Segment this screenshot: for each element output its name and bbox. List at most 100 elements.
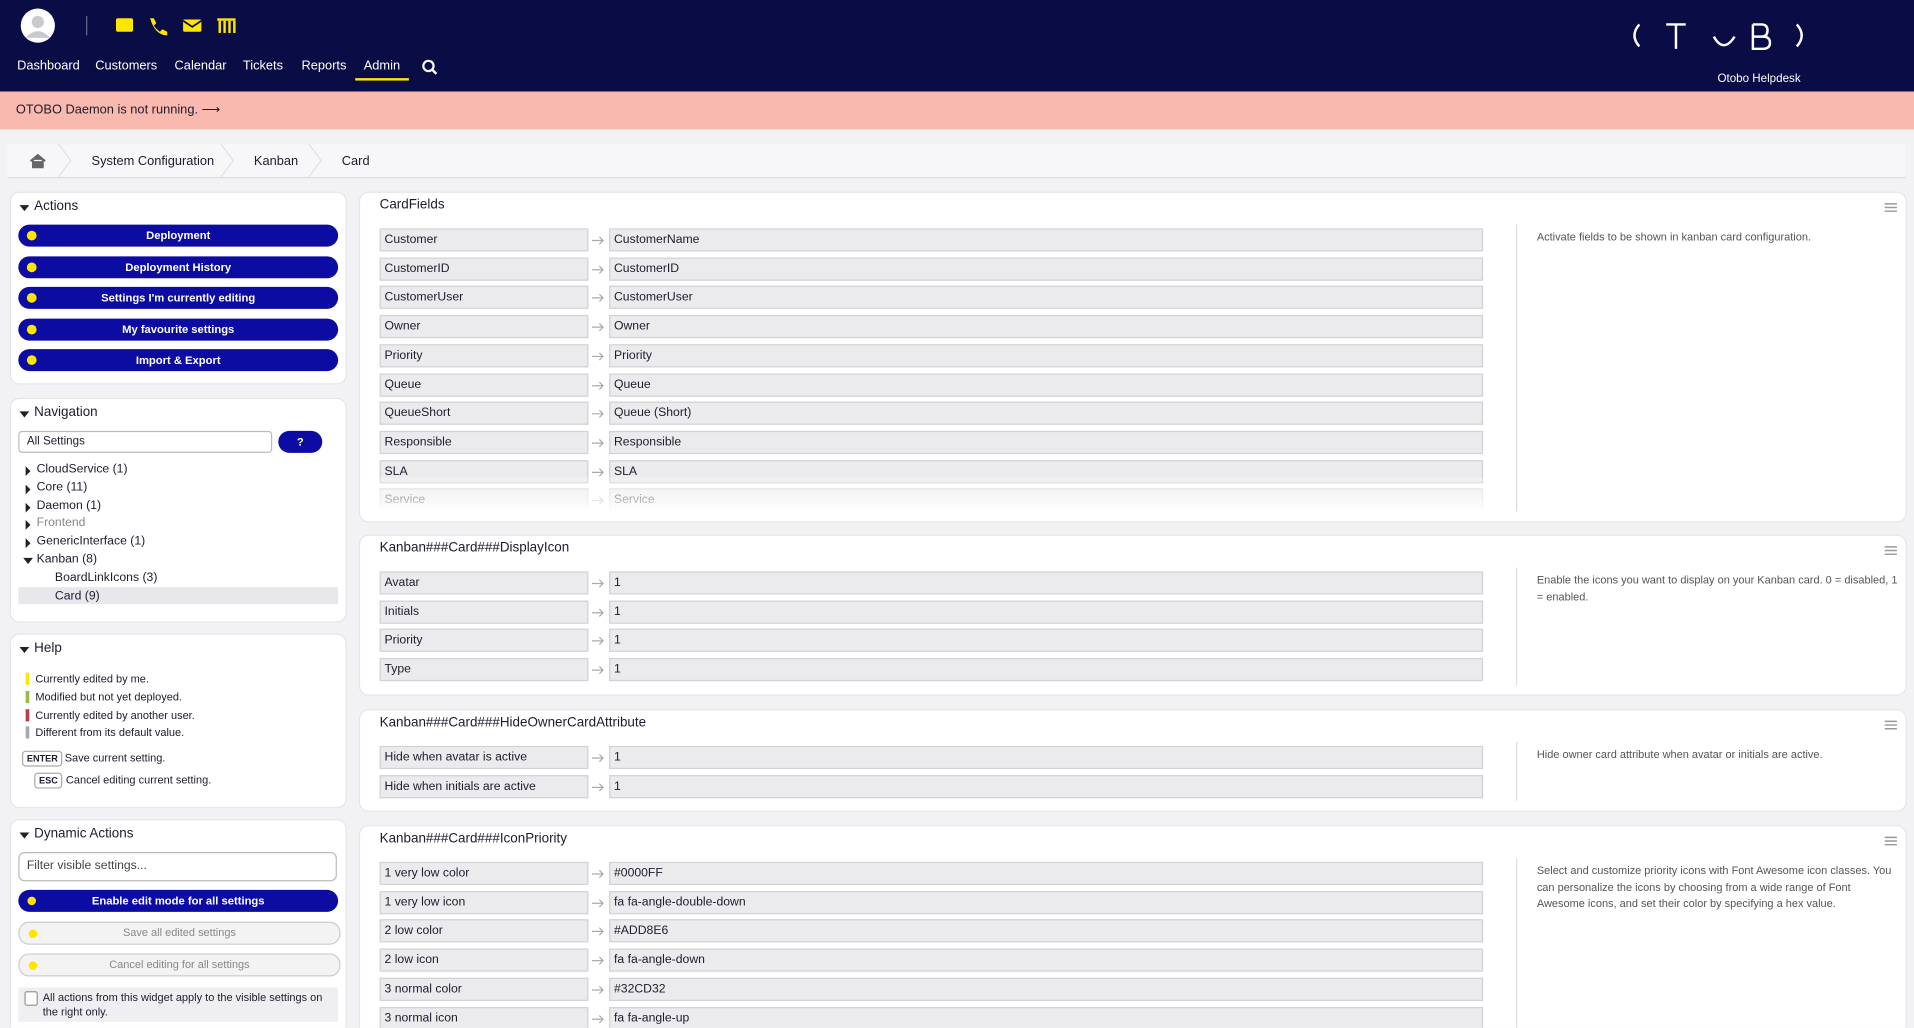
setting-value[interactable]: Queue [609,372,1484,397]
setting-key[interactable]: Customer [379,228,589,252]
setting-value[interactable]: 1 [609,600,1484,624]
tree-item[interactable]: GenericInterface (1) [36,534,146,549]
setting-value[interactable]: Owner [609,315,1484,339]
tree-item[interactable]: Card (9) [54,589,100,603]
setting-key[interactable]: QueueShort [379,401,589,426]
setting-key[interactable]: 1 very low color [379,861,589,885]
setting-title[interactable]: CardFields [379,197,445,213]
setting-key[interactable]: 3 normal color [379,977,589,1001]
key-cap: ENTER [21,750,63,767]
separator [1516,858,1518,1028]
legend-text: Modified but not yet deployed. [35,690,182,703]
action-button[interactable]: Deployment [18,224,339,247]
widget-title[interactable]: Dynamic Actions [34,826,134,842]
setting-box: Kanban###Card###IconPriority 1 very low c… [358,825,1907,1028]
setting-value[interactable]: Queue (Short) [609,401,1484,426]
setting-title[interactable]: Kanban###Card###DisplayIcon [379,540,570,556]
setting-key[interactable]: Hide when initials are active [379,774,589,798]
setting-title[interactable]: Kanban###Card###HideOwnerCardAttribute [379,715,647,730]
tree-item[interactable]: Frontend [36,516,86,531]
tree-item[interactable]: CloudService (1) [36,462,128,477]
setting-value[interactable]: CustomerName [609,228,1484,252]
nav-item[interactable]: Reports [301,58,347,74]
action-button[interactable]: My favourite settings [18,317,339,340]
tree-selection [18,586,339,604]
setting-key[interactable]: 2 low icon [379,948,589,972]
setting-key[interactable]: Type [379,658,589,682]
setting-value[interactable]: fa fa-angle-up [609,1006,1484,1028]
arrow [592,409,604,419]
setting-rows: Customer CustomerName CustomerID CustomerID… [360,228,1508,510]
setting-key[interactable]: 2 low color [379,919,589,943]
widget-title[interactable]: Navigation [34,405,98,420]
setting-value[interactable]: Priority [609,343,1484,368]
setting-key[interactable]: Queue [379,372,589,397]
bulk-button[interactable]: Enable edit mode for all settings [18,889,339,912]
action-button[interactable]: Settings I'm currently editing [18,286,339,309]
legend-swatch [25,690,30,703]
arrow [592,294,604,303]
setting-value[interactable]: CustomerID [609,257,1484,281]
avatar[interactable] [18,7,57,44]
setting-value[interactable]: #0000FF [609,861,1484,885]
arrow [592,381,604,390]
setting-key[interactable]: Priority [379,629,589,653]
setting-key[interactable]: CustomerID [379,257,589,281]
setting-key[interactable]: Responsible [379,430,589,454]
separator [1516,742,1518,801]
tree-item[interactable]: Core (11) [36,480,88,495]
key-text: Cancel editing current setting. [65,773,212,787]
action-button[interactable]: Import & Export [18,349,339,372]
setting-box: Kanban###Card###DisplayIcon Avatar 1 Initia… [358,534,1907,696]
setting-key[interactable]: Priority [379,343,589,368]
breadcrumb-item[interactable]: Kanban [253,153,299,169]
arrow [592,956,604,965]
setting-key[interactable]: CustomerUser [379,286,589,310]
setting-rows: 1 very low color #0000FF 1 very low icon fa… [360,861,1507,1028]
caret [19,646,30,654]
action-button[interactable]: Deployment History [18,255,339,278]
tree-item[interactable]: Daemon (1) [36,498,102,513]
notice-bar[interactable]: OTOBO Daemon is not running. ⟶ [0,91,1914,130]
widget-title[interactable]: Actions [34,198,79,214]
nav-item[interactable]: Calendar [174,58,227,74]
setting-value[interactable]: CustomerUser [609,286,1484,310]
nav-item[interactable]: Tickets [242,58,284,74]
setting-key[interactable]: Owner [379,315,589,339]
setting-value[interactable]: 1 [609,629,1484,653]
arrow [592,265,604,274]
filter-input[interactable]: Filter visible settings... [18,852,337,882]
nav-item[interactable]: Dashboard [17,58,80,74]
breadcrumb: System Configuration Kanban Card [7,144,1906,179]
nav-item[interactable]: Customers [95,58,158,74]
navigation-search[interactable]: All Settings [18,430,273,453]
nav-item[interactable]: Admin [355,59,409,81]
notice-text[interactable]: OTOBO Daemon is not running. ⟶ [15,102,220,118]
setting-key[interactable]: Avatar [379,571,589,595]
widget-title[interactable]: Help [34,640,62,656]
help-button[interactable]: ? [278,430,323,453]
setting-value[interactable]: 1 [609,658,1484,682]
setting-value[interactable]: Responsible [609,430,1484,454]
setting-key[interactable]: 3 normal icon [379,1006,589,1028]
breadcrumb-item[interactable]: System Configuration [91,153,215,169]
info-box: All actions from this widget apply to th… [18,987,339,1022]
tree-item[interactable]: Kanban (8) [36,552,98,567]
setting-value[interactable]: #ADD8E6 [609,919,1484,943]
setting-value[interactable]: 1 [609,774,1484,798]
setting-value[interactable]: fa fa-angle-down [609,948,1484,972]
arrow [592,898,604,908]
setting-value[interactable]: 1 [609,571,1484,595]
setting-value[interactable]: 1 [609,745,1484,770]
arrow [592,236,604,245]
search-icon[interactable] [421,59,438,76]
setting-value[interactable]: fa fa-angle-double-down [609,890,1484,914]
arrow [592,637,604,646]
setting-key[interactable]: Initials [379,600,589,624]
setting-key[interactable]: Hide when avatar is active [379,745,589,770]
setting-key[interactable]: 1 very low icon [379,890,589,914]
setting-value[interactable]: #32CD32 [609,977,1484,1001]
setting-title[interactable]: Kanban###Card###IconPriority [379,831,567,846]
breadcrumb-item[interactable]: Card [341,153,370,169]
tree-item[interactable]: BoardLinkIcons (3) [54,571,158,585]
